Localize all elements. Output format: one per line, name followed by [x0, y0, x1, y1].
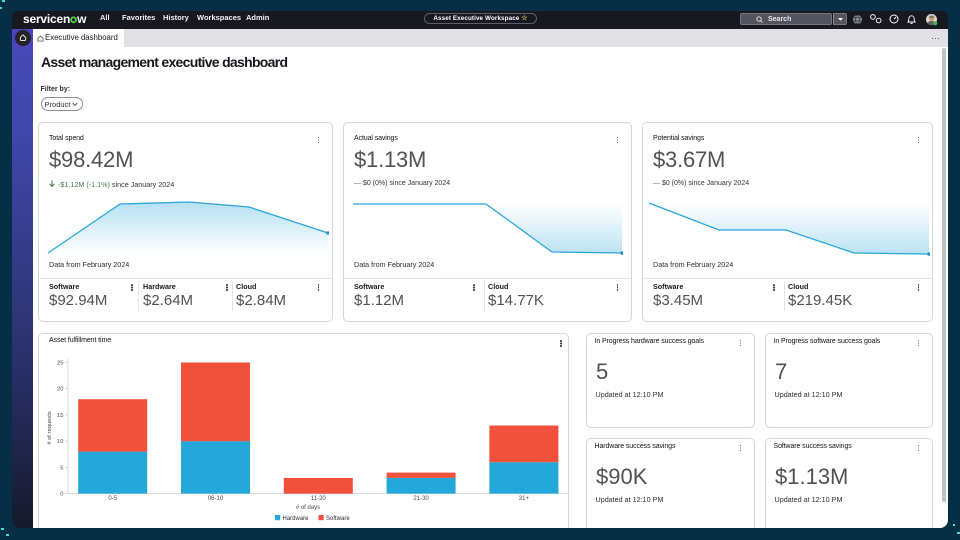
svg-text:31+: 31+	[519, 496, 530, 502]
svg-text:Software: Software	[326, 516, 350, 522]
svg-text:5: 5	[60, 465, 63, 471]
svg-text:20: 20	[57, 387, 63, 393]
svg-text:10: 10	[57, 439, 63, 445]
svg-text:# of requests: # of requests	[47, 411, 53, 445]
svg-text:Hardware: Hardware	[283, 516, 310, 522]
svg-text:15: 15	[57, 413, 63, 419]
svg-text:06-10: 06-10	[208, 496, 224, 502]
svg-text:11-20: 11-20	[311, 496, 327, 502]
svg-text:25: 25	[57, 361, 63, 367]
svg-text:# of days: # of days	[296, 505, 320, 511]
svg-text:0-5: 0-5	[108, 496, 117, 502]
svg-text:21-30: 21-30	[413, 496, 429, 502]
svg-text:0: 0	[60, 492, 63, 498]
